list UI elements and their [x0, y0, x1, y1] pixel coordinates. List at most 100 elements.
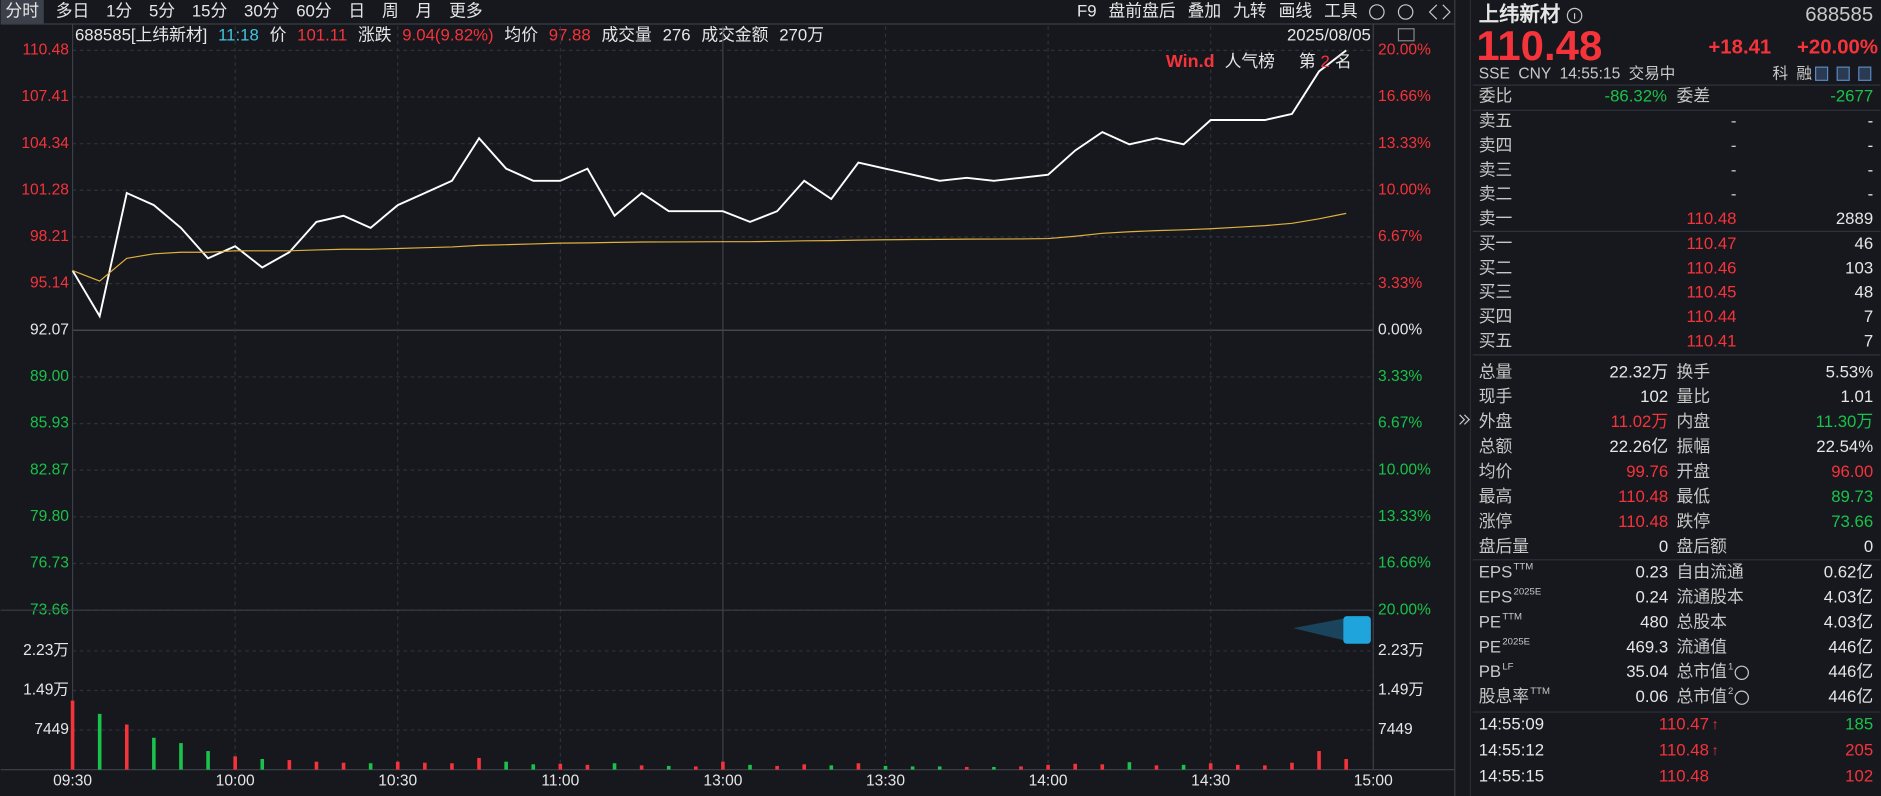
volume-bar [1208, 763, 1213, 770]
book-value: -2677 [1830, 87, 1873, 106]
fund-value: 0.23 [1636, 562, 1669, 581]
tool-button[interactable]: 盘前盘后 [1109, 1, 1176, 20]
fund-label: 自由流通 [1677, 562, 1744, 581]
float-trail [1292, 618, 1344, 641]
quote-field: 涨跌 [358, 25, 392, 44]
book-label: 卖三 [1479, 160, 1513, 179]
trade-volume: 205 [1845, 740, 1873, 759]
badge-text: 第 [1299, 52, 1316, 71]
volume-bar [1019, 766, 1023, 770]
period-tab[interactable]: 月 [416, 1, 433, 20]
book-price: 110.44 [1686, 307, 1736, 326]
book-price: - [1731, 160, 1737, 179]
y2-tick-label: 6.67% [1378, 228, 1422, 245]
tool-icon[interactable] [1369, 4, 1385, 20]
x-tick-label: 10:30 [378, 773, 417, 790]
volume-bar [829, 765, 834, 770]
period-tab[interactable]: 5分 [149, 1, 175, 20]
tool-button[interactable]: 工具 [1324, 1, 1358, 20]
stock-change: +18.41 [1708, 36, 1771, 58]
volume-bar [1046, 764, 1050, 770]
period-tab[interactable]: 30分 [244, 1, 280, 20]
stat-label: 振幅 [1677, 437, 1711, 456]
nav-arrow[interactable] [1428, 4, 1438, 20]
volume-bar [937, 766, 942, 770]
badge-rank: 2 [1321, 52, 1330, 71]
stat-label: 盘后额 [1677, 537, 1728, 556]
x-tick-label: 15:00 [1354, 773, 1393, 790]
fund-label-sup: TTM [1530, 686, 1550, 697]
book-label: 委差 [1677, 87, 1711, 106]
book-price: 110.47 [1686, 234, 1736, 253]
y-tick-label: 95.14 [30, 275, 69, 292]
volume-tick-label: 7449 [34, 721, 69, 738]
volume-bar [1263, 765, 1267, 770]
fund-value: 480 [1640, 612, 1668, 631]
fund-label: PE [1479, 637, 1501, 656]
fund-label: 总股本 [1677, 612, 1728, 631]
trade-volume: 185 [1845, 715, 1873, 734]
trade-arrow: ↑ [1711, 717, 1718, 733]
volume-bar [450, 763, 454, 770]
period-tab[interactable]: 多日 [56, 1, 90, 20]
volume-bar [1127, 762, 1132, 770]
stat-value: 73.66 [1831, 512, 1873, 531]
volume-bar [558, 763, 563, 770]
y2-tick-label: 16.66% [1378, 88, 1431, 105]
stat-label: 现手 [1479, 387, 1513, 406]
period-tab[interactable]: 60分 [296, 1, 332, 20]
badge-brand: Win.d [1166, 51, 1215, 71]
quote-field: 9.04(9.82%) [402, 25, 493, 44]
tool-button[interactable]: 画线 [1279, 1, 1313, 20]
float-button[interactable] [1343, 616, 1371, 644]
volume-bar [314, 761, 319, 770]
book-label: 卖二 [1479, 185, 1513, 204]
x-tick-label: 09:30 [53, 773, 92, 790]
book-volume: 46 [1855, 234, 1874, 253]
tool-icon[interactable] [1858, 66, 1872, 81]
volume-bar [1344, 759, 1348, 770]
period-tab[interactable]: 1分 [106, 1, 132, 20]
volume-bar [206, 751, 210, 770]
tool-button[interactable]: 叠加 [1188, 1, 1222, 20]
period-tab[interactable]: 分时 [5, 1, 39, 20]
stat-value: 96.00 [1831, 462, 1873, 481]
tool-icon[interactable] [1397, 4, 1414, 20]
tool-icon[interactable] [1815, 66, 1829, 81]
y-tick-label: 101.28 [21, 181, 69, 198]
quote-field: 688585[上纬新材] [75, 25, 207, 44]
trade-time: 14:55:09 [1479, 715, 1544, 734]
period-tab[interactable]: 周 [382, 1, 399, 20]
volume-bar [423, 762, 427, 770]
fund-value: 446亿 [1828, 662, 1873, 681]
period-tab[interactable]: 15分 [192, 1, 228, 20]
period-tab[interactable]: 日 [348, 1, 365, 20]
quote-field: 276 [663, 25, 691, 44]
period-tab[interactable]: 更多 [449, 1, 483, 20]
stat-value: 0 [1659, 537, 1668, 556]
tool-button[interactable]: 九转 [1233, 1, 1267, 20]
nav-arrow[interactable] [1442, 4, 1451, 20]
tool-icon[interactable] [1836, 66, 1850, 81]
volume-bar [124, 724, 129, 770]
stat-value: 11.30万 [1816, 412, 1873, 431]
fund-value: 0.62亿 [1824, 562, 1873, 581]
volume-tick-label: 7449 [1378, 721, 1413, 738]
average-line [72, 212, 1347, 282]
tool-button[interactable]: F9 [1077, 1, 1097, 20]
collapse-arrow[interactable] [1459, 414, 1471, 425]
stat-value: 99.76 [1626, 462, 1668, 481]
volume-bar [1181, 764, 1186, 770]
book-label: 卖五 [1479, 112, 1513, 131]
stat-value: 11.02万 [1611, 412, 1668, 431]
y2-tick-label: 13.33% [1378, 135, 1431, 152]
y2-tick-label: 16.66% [1378, 555, 1431, 572]
quote-field: 均价 [504, 25, 538, 44]
trade-price: 110.47 [1659, 715, 1709, 734]
volume-bar [639, 765, 644, 770]
trade-volume: 102 [1845, 766, 1873, 785]
fund-label: 股息率 [1479, 687, 1529, 706]
stat-label: 总额 [1479, 437, 1513, 456]
wp-icon [1397, 28, 1415, 42]
info-icon[interactable] [1566, 7, 1583, 24]
